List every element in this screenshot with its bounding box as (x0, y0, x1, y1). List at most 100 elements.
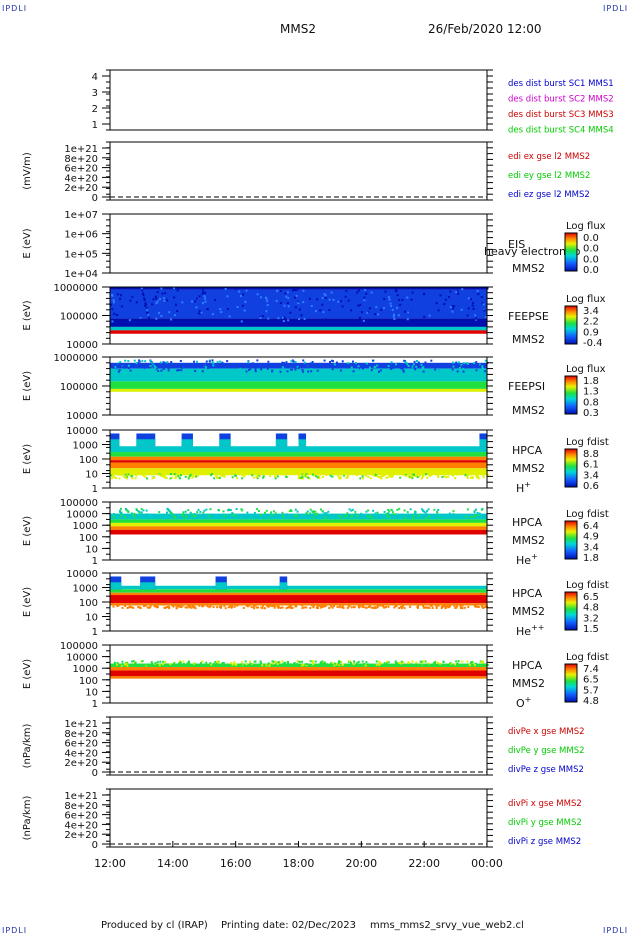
spectrogram-speck (322, 662, 325, 665)
spectrogram-speck (324, 296, 327, 299)
spectrogram-speck (390, 361, 393, 364)
spectrogram-speck (196, 473, 199, 476)
spectrogram-speck (347, 362, 350, 365)
spectrogram-speck (330, 662, 333, 665)
spectrogram-speck (397, 661, 400, 664)
spectrogram-speck (132, 473, 135, 476)
spectrogram-speck (271, 660, 274, 663)
spectrogram-speck (201, 605, 204, 608)
y-tick-label: 100000 (60, 382, 98, 393)
spectrogram-speck (415, 365, 418, 368)
spectrogram-speck (356, 515, 359, 518)
spectrogram-speck (153, 605, 156, 608)
spectrogram-speck (150, 473, 153, 476)
spectrogram-speck (271, 605, 274, 608)
spectrogram-speck (219, 474, 222, 477)
legend-entry: divPi y gse MMS2 (508, 818, 582, 828)
spectrogram-speck (338, 604, 341, 607)
spectrogram-speck (294, 289, 297, 292)
spectrogram-speck (275, 289, 278, 292)
spectrogram-speck (454, 663, 457, 666)
spectrogram-speck (284, 663, 287, 666)
spectrogram-speck (282, 316, 285, 319)
colorbar-tick-label: 1.8 (583, 376, 599, 387)
spectrogram-speck (288, 510, 291, 513)
spectrogram-speck (485, 663, 488, 666)
spectrogram-speck (288, 664, 291, 667)
spectrogram-speck (351, 360, 354, 363)
spectrogram-burst (279, 582, 288, 590)
spectrogram-speck (364, 289, 367, 292)
spectrogram-speck (209, 605, 212, 608)
spectrogram-speck (205, 508, 208, 511)
spectrogram-speck (170, 318, 173, 321)
y-tick-label: 1e+21 (64, 144, 98, 155)
spectrogram-speck (321, 605, 324, 608)
spectrogram-speck (331, 606, 334, 609)
spectrogram-speck (377, 476, 380, 479)
spectrogram-speck (192, 475, 195, 478)
spectrogram-speck (458, 365, 461, 368)
spectrogram-speck (190, 474, 193, 477)
spectrogram-speck (358, 316, 361, 319)
spectrogram-speck (336, 606, 339, 609)
spectrogram-speck (169, 472, 172, 475)
spectrogram-speck (408, 661, 411, 664)
spectrogram-speck (136, 361, 139, 364)
spectrogram-speck (132, 606, 135, 609)
spectrogram-speck (248, 660, 251, 663)
spectrogram-speck (125, 477, 128, 480)
species-label: H+ (516, 480, 531, 495)
spectrogram-speck (240, 294, 243, 297)
spectrogram-speck (432, 369, 435, 372)
spectrogram-speck (356, 661, 359, 664)
y-tick-label: 4e+20 (64, 173, 98, 184)
spectrogram-speck (145, 312, 148, 315)
spectrogram-speck (128, 319, 131, 322)
spectrogram-speck (235, 663, 238, 666)
spectrogram-speck (398, 364, 401, 367)
spectrogram-speck (188, 475, 191, 478)
spectrogram-speck (325, 474, 328, 477)
spectrogram-speck (443, 664, 446, 667)
spectrogram-speck (418, 474, 421, 477)
spectrogram-speck (482, 303, 485, 306)
spectrogram-speck (396, 294, 399, 297)
spectrogram-speck (312, 516, 315, 519)
spectrogram-speck (431, 663, 434, 666)
spectrogram-speck (414, 511, 417, 514)
spectrogram-speck (363, 299, 366, 302)
spectrogram-speck (208, 513, 211, 516)
spectrogram-speck (245, 289, 248, 292)
spectrogram-speck (200, 311, 203, 314)
spectrogram-speck (206, 604, 209, 607)
spectrogram-speck (262, 604, 265, 607)
spectrogram-speck (444, 319, 447, 322)
y-tick-label: 2e+20 (64, 830, 98, 841)
colorbar (564, 591, 578, 631)
spectrogram-speck (388, 474, 391, 477)
y-tick-label: 100 (79, 676, 98, 687)
spectrogram-speck (183, 664, 186, 667)
spectrogram-speck (192, 662, 195, 665)
spectrogram-speck (179, 359, 182, 362)
spectrogram-speck (420, 363, 423, 366)
spectrogram-speck (187, 476, 190, 479)
spectrogram-speck (326, 515, 329, 518)
instrument-name: HPCA (512, 516, 543, 529)
x-axis: 12:00 14:00 16:00 18:00 20:00 22:00 00:00 (94, 841, 503, 870)
spectrogram-speck (313, 474, 316, 477)
spectrogram-speck (167, 473, 170, 476)
spectrogram-speck (298, 317, 301, 320)
spectrogram-speck (278, 663, 281, 666)
spectrogram-burst (298, 439, 307, 447)
spectrogram-speck (420, 477, 423, 480)
spectrogram-speck (226, 360, 229, 363)
spectrogram-speck (120, 473, 123, 476)
colorbar-tick-label: 8.8 (583, 449, 599, 460)
spectrogram-speck (459, 604, 462, 607)
spectrogram-speck (478, 512, 481, 515)
spectrogram-speck (469, 661, 472, 664)
